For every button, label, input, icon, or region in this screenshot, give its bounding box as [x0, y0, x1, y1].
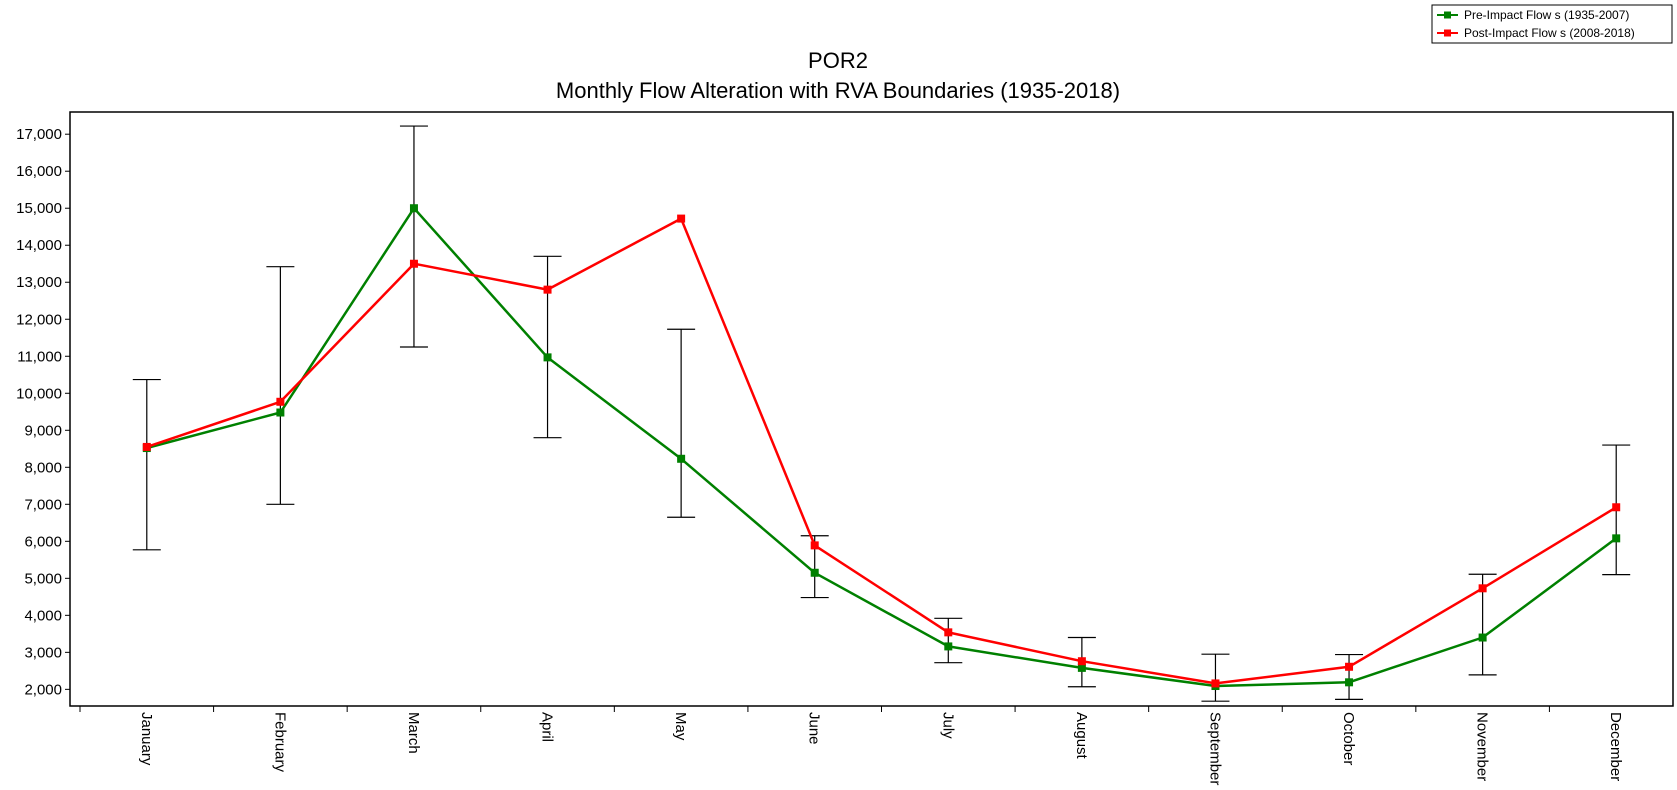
- y-tick-label: 4,000: [24, 607, 62, 624]
- pre-impact-point: [1077, 663, 1086, 672]
- y-tick-label: 9,000: [24, 422, 62, 439]
- pre-impact-point: [409, 204, 418, 213]
- x-tick-label: June: [806, 712, 823, 745]
- post-impact-point: [1077, 657, 1086, 666]
- pre-impact-point: [543, 353, 552, 362]
- post-impact-point: [1345, 662, 1354, 671]
- x-tick-label: February: [271, 712, 288, 773]
- rva-boundaries: [132, 125, 1631, 702]
- x-tick-label: August: [1073, 712, 1090, 760]
- x-tick-label: May: [672, 712, 689, 741]
- x-tick-label: March: [405, 712, 422, 754]
- series-group: [142, 204, 1621, 691]
- legend-marker-pre: [1444, 11, 1451, 19]
- y-tick-label: 11,000: [17, 348, 62, 365]
- chart-subtitle: Monthly Flow Alteration with RVA Boundar…: [556, 78, 1120, 103]
- post-impact-point: [810, 541, 819, 550]
- legend-label-pre: Pre-Impact Flow s (1935-2007): [1464, 8, 1629, 22]
- legend-marker-post: [1444, 29, 1451, 37]
- x-tick-label: December: [1607, 712, 1624, 781]
- x-axis: January February March April May June July Augu…: [79, 706, 1624, 785]
- post-impact-point: [944, 628, 953, 637]
- pre-impact-point: [276, 408, 285, 417]
- post-impact-point: [543, 285, 552, 294]
- chart-title: POR2: [808, 48, 868, 73]
- y-axis: 2,000 3,000 4,000 5,000 6,000 7,000 8,000 9,000…: [16, 126, 70, 698]
- y-tick-label: 5,000: [24, 570, 62, 587]
- y-tick-label: 6,000: [24, 533, 62, 550]
- post-impact-point: [1478, 584, 1487, 593]
- x-tick-label: April: [539, 712, 556, 742]
- y-tick-label: 17,000: [16, 126, 62, 143]
- pre-impact-point: [677, 454, 686, 463]
- legend-box: [1431, 4, 1673, 44]
- post-impact-line: [146, 217, 1617, 685]
- pre-impact-point: [1612, 534, 1621, 543]
- post-impact-point: [276, 397, 285, 406]
- pre-impact-point: [1478, 633, 1487, 642]
- post-impact-point: [677, 214, 686, 223]
- post-impact-point: [1612, 503, 1621, 512]
- y-tick-label: 15,000: [16, 200, 62, 217]
- legend-label-post: Post-Impact Flow s (2008-2018): [1464, 26, 1635, 40]
- y-tick-label: 8,000: [24, 459, 62, 476]
- y-tick-label: 12,000: [16, 311, 62, 328]
- x-tick-label: July: [939, 712, 956, 739]
- pre-impact-point: [944, 642, 953, 651]
- y-tick-label: 13,000: [16, 274, 62, 291]
- plot-area: [69, 111, 1674, 707]
- x-tick-label: January: [138, 712, 155, 766]
- y-tick-label: 7,000: [24, 496, 62, 513]
- y-tick-label: 10,000: [16, 385, 62, 402]
- pre-impact-point: [810, 568, 819, 577]
- post-impact-point: [1211, 679, 1220, 688]
- legend: Pre-Impact Flow s (1935-2007) Post-Impac…: [1431, 4, 1673, 44]
- y-tick-label: 14,000: [16, 237, 62, 254]
- x-tick-label: September: [1206, 712, 1223, 785]
- x-tick-label: October: [1340, 712, 1357, 765]
- pre-impact-line: [146, 206, 1617, 688]
- pre-impact-point: [1345, 678, 1354, 687]
- y-tick-label: 16,000: [16, 163, 62, 180]
- post-impact-point: [409, 259, 418, 268]
- x-tick-label: November: [1474, 712, 1491, 781]
- post-impact-point: [142, 442, 151, 451]
- y-tick-label: 3,000: [24, 644, 62, 661]
- y-tick-label: 2,000: [24, 681, 62, 698]
